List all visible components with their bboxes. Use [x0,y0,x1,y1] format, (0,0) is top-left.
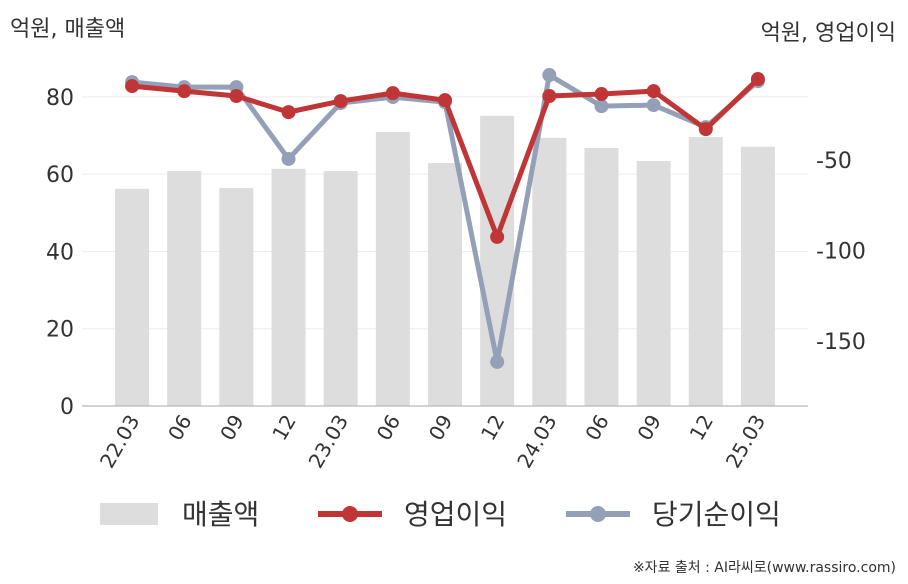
x-tick-label: 06 [163,411,197,445]
y-tick-label: 20 [46,318,74,343]
x-tick-label: 23.03 [304,411,353,473]
bar [375,132,410,406]
bar [688,137,723,406]
bar [323,171,358,406]
x-tick-label: 25.03 [721,411,770,473]
line-marker [281,105,296,120]
x-tick-label: 06 [580,411,614,445]
y2-axis-label: 억원, 영업이익 [761,21,896,46]
line-marker [594,99,609,114]
y-tick-label: 80 [46,86,74,111]
line-marker [594,87,609,102]
line-marker [542,89,557,104]
bar [428,162,462,406]
legend-label: 매출액 [182,498,259,531]
line-marker [750,72,765,87]
y2-tick-label: -50 [816,149,852,174]
line-marker [177,84,192,99]
x-tick-label: 06 [372,411,406,445]
bar [115,188,150,406]
legend-label: 영업이익 [404,498,507,531]
line-marker [438,93,452,108]
line-marker [281,151,296,166]
y-tick-label: 40 [46,240,74,265]
x-tick-label: 09 [215,411,249,445]
y-tick-label: 0 [60,395,74,420]
bar [167,171,202,406]
x-tick-label: 24.03 [512,411,561,473]
y-tick-label: 60 [46,163,74,188]
bar [532,137,567,406]
line-marker [125,79,140,94]
bar [219,188,254,406]
bar [740,146,775,406]
legend-swatch [100,503,158,525]
line-marker [229,89,244,104]
x-tick-label: 09 [632,411,666,445]
line-marker [542,68,557,83]
line-marker [333,94,348,109]
line-marker [490,229,505,244]
x-tick-label: 09 [424,411,458,445]
bar [636,161,671,406]
bar [271,168,306,406]
line-marker [646,98,661,113]
y-axis-label: 억원, 매출액 [10,17,125,42]
x-tick-label: 12 [685,411,719,445]
line-marker [646,84,661,99]
source: ※자료 출처 : AI라씨로(www.rassiro.com) [633,560,896,576]
y2-tick-label: -150 [816,330,866,355]
legend-label: 당기순이익 [652,498,781,531]
x-tick-label: 22.03 [95,411,144,473]
legend-marker [590,506,606,522]
x-tick-label: 12 [267,411,301,445]
line-marker [490,354,505,369]
bar [584,147,619,406]
line-marker [385,86,400,101]
legend-marker [342,506,358,522]
x-tick-label: 12 [476,410,510,444]
line-marker [698,122,713,137]
y2-tick-label: -100 [816,239,866,264]
